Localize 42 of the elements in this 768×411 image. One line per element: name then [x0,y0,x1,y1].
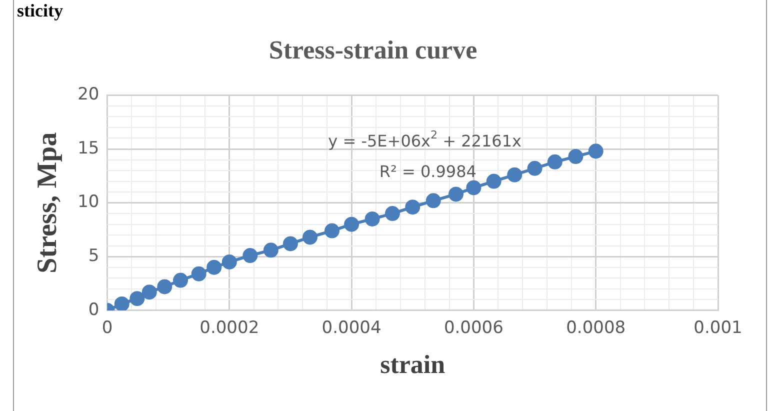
x-axis-title: strain [380,350,446,380]
point [568,149,584,164]
y-tick-label: 15 [78,138,100,158]
x-tick-label: 0.0004 [322,318,382,338]
annotation: R² = 0.9984 [379,162,476,181]
point [157,279,172,294]
point [222,254,237,270]
x-tick-label: 0.0002 [200,318,260,338]
x-tick-label: 0 [102,318,113,338]
y-axis-title: Stress, Mpa [32,132,64,274]
x-tick-label: 0.0006 [444,318,504,338]
point [173,272,188,288]
point [426,193,441,208]
point [191,266,206,282]
point [302,230,318,245]
point [466,180,482,196]
x-tick-label: 0.0008 [566,318,626,338]
point [405,200,420,215]
point [324,223,340,238]
point [588,144,604,159]
y-tick-label: 0 [88,300,100,320]
point [448,186,464,202]
point [206,260,222,275]
point [364,211,380,226]
point [242,248,258,264]
point [344,216,360,232]
x-tick-label: 0.001 [694,318,742,338]
point [384,206,400,222]
point [486,174,502,189]
point [527,160,542,176]
y-tick-label: 10 [78,192,100,212]
point [130,291,145,306]
point [114,296,130,310]
point [547,154,562,170]
point [263,242,278,258]
y-tick-label: 5 [88,246,100,266]
text: sticity [17,0,63,21]
point [142,284,157,300]
y-tick-label: 20 [78,84,100,105]
point [282,236,298,252]
chart-title: Stress-strain curve [268,35,478,64]
point [507,167,522,182]
